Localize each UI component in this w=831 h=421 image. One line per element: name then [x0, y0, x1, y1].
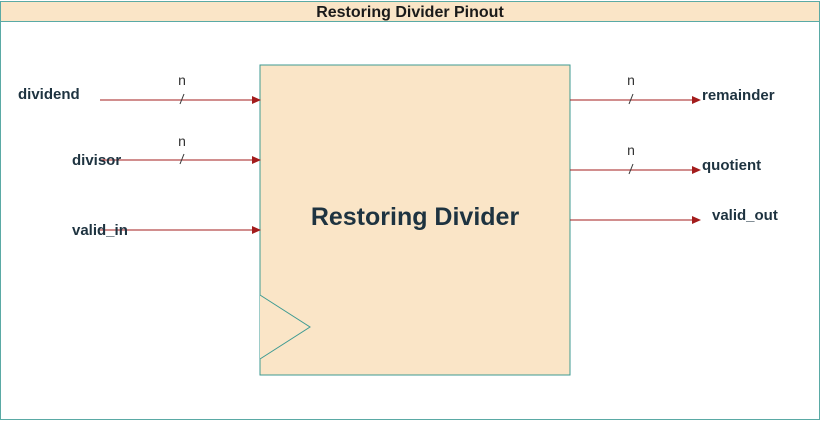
remainder-label: remainder [702, 87, 775, 104]
bus-slash-icon [179, 93, 185, 105]
quotient-label: quotient [702, 157, 761, 174]
divisor-label: divisor [72, 152, 121, 169]
pin-divisor: n divisor [72, 133, 261, 169]
quotient-width-label: n [627, 142, 635, 158]
dividend-width-label: n [178, 72, 186, 88]
bus-slash-icon [179, 153, 185, 165]
divider-block [259, 64, 571, 376]
divisor-width-label: n [178, 133, 186, 149]
pin-remainder: n remainder [570, 72, 775, 105]
title-bar [0, 1, 820, 22]
pin-valid-out: valid_out [570, 207, 778, 224]
valid-in-label: valid_in [72, 222, 128, 239]
valid-out-label: valid_out [712, 207, 778, 224]
pin-quotient: n quotient [570, 142, 761, 175]
dividend-label: dividend [18, 86, 80, 103]
remainder-width-label: n [627, 72, 635, 88]
pin-valid-in: valid_in [72, 222, 261, 239]
bus-slash-icon [628, 163, 634, 175]
block-label: Restoring Divider [311, 203, 520, 231]
diagram-title: Restoring Divider Pinout [316, 4, 504, 21]
bus-slash-icon [628, 93, 634, 105]
clock-input-icon [259, 294, 311, 360]
pin-dividend: n dividend [18, 72, 261, 105]
